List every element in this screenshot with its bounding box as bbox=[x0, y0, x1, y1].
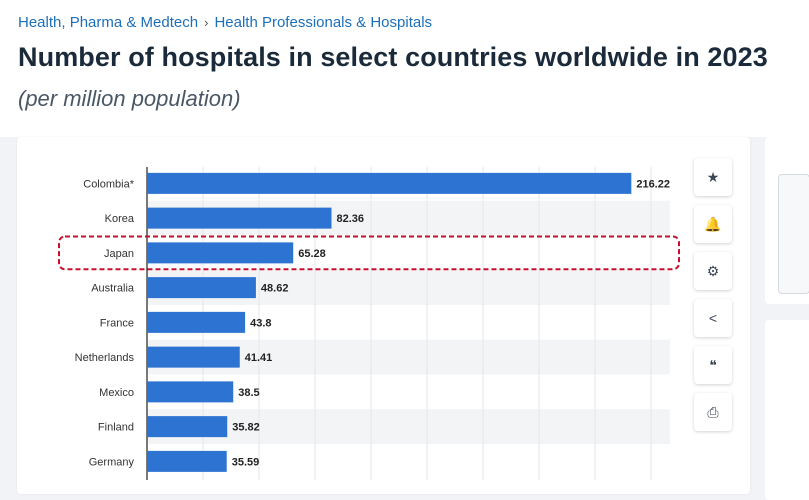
highlight-box bbox=[58, 235, 680, 271]
bar bbox=[147, 207, 332, 229]
bar bbox=[147, 172, 632, 194]
category-label: Germany bbox=[89, 456, 135, 468]
page-subtitle: (per million population) bbox=[18, 86, 241, 111]
breadcrumb: Health, Pharma & Medtech › Health Professi… bbox=[18, 14, 432, 31]
print-button[interactable]: ⎙ bbox=[694, 393, 732, 431]
value-label: 41.41 bbox=[245, 352, 273, 364]
notification-button[interactable]: 🔔 bbox=[694, 205, 732, 243]
side-panel bbox=[765, 137, 809, 304]
settings-button[interactable]: ⚙ bbox=[694, 252, 732, 290]
row-band bbox=[147, 409, 670, 444]
printer-icon: ⎙ bbox=[707, 403, 719, 420]
bar bbox=[147, 277, 256, 299]
value-label: 35.82 bbox=[232, 422, 260, 434]
breadcrumb-separator: › bbox=[204, 15, 209, 30]
favorite-button[interactable]: ★ bbox=[694, 158, 732, 196]
value-label: 82.36 bbox=[336, 213, 364, 225]
breadcrumb-item-health-professionals[interactable]: Health Professionals & Hospitals bbox=[214, 14, 433, 31]
category-label: Mexico bbox=[99, 387, 134, 399]
value-label: 38.5 bbox=[238, 387, 259, 399]
category-label: Korea bbox=[105, 213, 135, 225]
page-title: Number of hospitals in select countries … bbox=[18, 42, 768, 72]
bar bbox=[147, 346, 240, 368]
category-label: Australia bbox=[91, 283, 135, 295]
category-label: France bbox=[100, 317, 134, 329]
quote-icon: ❝ bbox=[709, 356, 717, 373]
bell-icon: 🔔 bbox=[704, 215, 722, 232]
value-label: 43.8 bbox=[250, 317, 271, 329]
bar bbox=[147, 311, 246, 333]
breadcrumb-item-health-pharma[interactable]: Health, Pharma & Medtech bbox=[18, 14, 199, 31]
star-icon: ★ bbox=[706, 168, 720, 185]
cite-button[interactable]: ❝ bbox=[694, 346, 732, 384]
share-icon: < bbox=[708, 310, 718, 326]
bar bbox=[147, 242, 294, 264]
gear-icon: ⚙ bbox=[706, 262, 720, 279]
category-label: Netherlands bbox=[75, 352, 135, 364]
side-panel-lower bbox=[765, 320, 809, 500]
bar bbox=[147, 416, 228, 438]
value-label: 35.59 bbox=[232, 456, 260, 468]
category-label: Finland bbox=[98, 422, 134, 434]
value-label: 65.28 bbox=[298, 248, 326, 260]
bar bbox=[147, 381, 234, 403]
value-label: 216.22 bbox=[636, 178, 670, 190]
value-label: 48.62 bbox=[261, 283, 289, 295]
share-button[interactable]: < bbox=[694, 299, 732, 337]
bar bbox=[147, 450, 227, 472]
side-panel-box bbox=[778, 174, 809, 294]
category-label: Colombia* bbox=[83, 178, 134, 190]
page-header: Health, Pharma & Medtech › Health Professi… bbox=[0, 0, 809, 137]
category-label: Japan bbox=[104, 248, 134, 260]
